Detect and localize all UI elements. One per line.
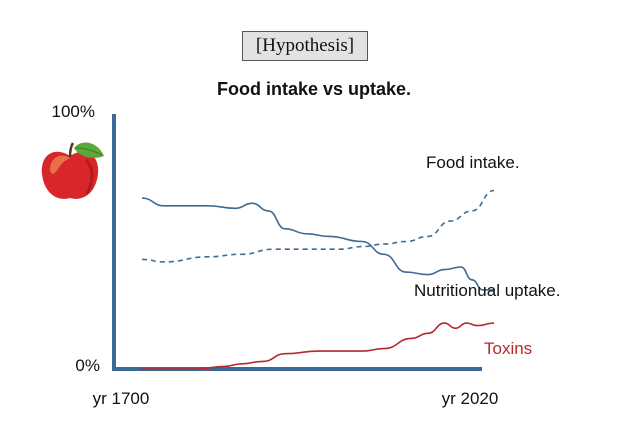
x-tick-start: yr 1700 — [93, 389, 150, 408]
x-tick-end: yr 2020 — [442, 389, 499, 408]
legend-food-intake: Food intake. — [426, 153, 520, 172]
y-tick-bottom: 0% — [75, 356, 100, 375]
legend-nutritional-uptake: Nutritionual uptake. — [414, 281, 560, 300]
chart-title: Food intake vs uptake. — [217, 79, 411, 99]
nutritional-uptake-line — [141, 197, 495, 291]
hypothesis-badge: [Hypothesis] — [242, 31, 368, 61]
apple-icon — [41, 142, 104, 199]
toxins-line — [142, 322, 495, 370]
legend-toxins: Toxins — [484, 339, 532, 358]
food-intake-line — [141, 189, 495, 263]
series-layer — [141, 189, 495, 370]
y-tick-top: 100% — [52, 102, 95, 121]
